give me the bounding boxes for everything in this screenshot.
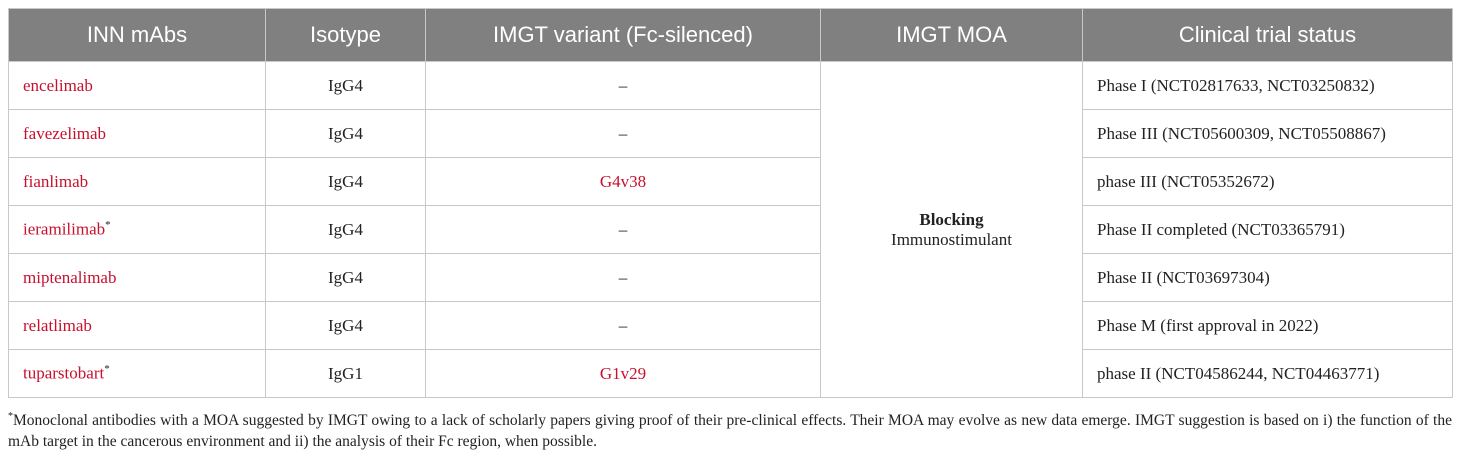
table-wrap: INN mAbs Isotype IMGT variant (Fc-silenced…	[8, 8, 1453, 398]
isotype-cell: IgG4	[265, 109, 426, 158]
mab-name: relatlimab	[23, 315, 92, 335]
table-row: ieramilimab* IgG4– Phase II completed (NCT…	[8, 205, 1453, 254]
mab-name: miptenalimab	[23, 267, 117, 287]
isotype-cell: IgG4	[265, 61, 426, 110]
status-cell: Phase III (NCT05600309, NCT05508867)	[1082, 109, 1453, 158]
table-row: tuparstobart* IgG1 G1v29 phase II (NCT04586…	[8, 349, 1453, 398]
table-row: relatlimab IgG4– Phase M (first approval i…	[8, 301, 1453, 350]
name-cell: tuparstobart*	[8, 349, 266, 398]
variant-cell: G4v38	[425, 157, 821, 206]
status-cell: Phase I (NCT02817633, NCT03250832)	[1082, 61, 1453, 110]
name-cell: relatlimab	[8, 301, 266, 350]
footnote-text: Monoclonal antibodies with a MOA suggest…	[8, 412, 1452, 451]
header-row: INN mAbs Isotype IMGT variant (Fc-silenced…	[8, 8, 1453, 62]
mab-name: favezelimab	[23, 123, 107, 143]
note-marker: *	[105, 219, 111, 232]
name-cell: miptenalimab	[8, 253, 266, 302]
table-row: fianlimab IgG4 G4v38 phase III (NCT05352672…	[8, 157, 1453, 206]
header-cell: Isotype	[265, 8, 426, 62]
isotype-cell: IgG4	[265, 205, 426, 254]
isotype-cell: IgG4	[265, 301, 426, 350]
table-row: favezelimab IgG4– Phase III (NCT05600309, …	[8, 109, 1453, 158]
variant-cell: G1v29	[425, 349, 821, 398]
name-cell: ieramilimab*	[8, 205, 266, 254]
table-body: encelimab IgG4– Blocking Immunostimulant Pha…	[8, 61, 1453, 398]
name-cell: fianlimab	[8, 157, 266, 206]
footnote: *Monoclonal antibodies with a MOA sugges…	[8, 406, 1452, 452]
status-cell: phase III (NCT05352672)	[1082, 157, 1453, 206]
name-cell: encelimab	[8, 61, 266, 110]
moa-bold: Blocking	[919, 209, 984, 229]
status-cell: Phase II completed (NCT03365791)	[1082, 205, 1453, 254]
variant-cell: –	[425, 301, 821, 350]
isotype-cell: IgG1	[265, 349, 426, 398]
table-row: encelimab IgG4– Blocking Immunostimulant Pha…	[8, 61, 1453, 398]
status-cell: Phase II (NCT03697304)	[1082, 253, 1453, 302]
variant-cell: –	[425, 109, 821, 158]
moa-cell: Blocking Immunostimulant	[820, 61, 1083, 398]
header-cell: INN mAbs	[8, 8, 266, 62]
isotype-cell: IgG4	[265, 253, 426, 302]
variant-cell: –	[425, 61, 821, 110]
name-cell: favezelimab	[8, 109, 266, 158]
header-cell: IMGT variant (Fc-silenced)	[425, 8, 821, 62]
variant-cell: –	[425, 205, 821, 254]
table: INN mAbs Isotype IMGT variant (Fc-silenced…	[8, 8, 1453, 398]
status-cell: Phase M (first approval in 2022)	[1082, 301, 1453, 350]
moa-text: Immunostimulant	[891, 229, 1012, 249]
mab-name: fianlimab	[23, 171, 89, 191]
header-cell: Clinical trial status	[1082, 8, 1453, 62]
isotype-cell: IgG4	[265, 157, 426, 206]
table-row: miptenalimab IgG4– Phase II (NCT03697304)	[8, 253, 1453, 302]
header-cell: IMGT MOA	[820, 8, 1083, 62]
mab-name: tuparstobart	[23, 363, 105, 383]
status-cell: phase II (NCT04586244, NCT04463771)	[1082, 349, 1453, 398]
variant-cell: –	[425, 253, 821, 302]
footnote-marker: *	[8, 411, 13, 422]
note-marker: *	[104, 363, 110, 376]
mab-name: encelimab	[23, 75, 93, 95]
mab-name: ieramilimab	[23, 219, 106, 239]
